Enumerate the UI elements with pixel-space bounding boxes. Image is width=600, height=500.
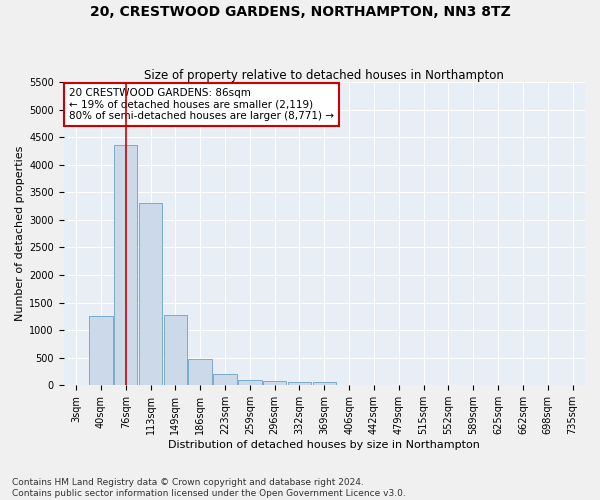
Bar (313, 382, 336, 385)
Bar (238, 380, 262, 385)
Bar (213, 374, 237, 385)
Bar (288, 382, 311, 385)
Bar (188, 359, 212, 385)
Bar (89, 316, 113, 385)
Text: Contains HM Land Registry data © Crown copyright and database right 2024.
Contai: Contains HM Land Registry data © Crown c… (12, 478, 406, 498)
Y-axis label: Number of detached properties: Number of detached properties (15, 146, 25, 322)
X-axis label: Distribution of detached houses by size in Northampton: Distribution of detached houses by size … (169, 440, 480, 450)
Text: 20 CRESTWOOD GARDENS: 86sqm
← 19% of detached houses are smaller (2,119)
80% of : 20 CRESTWOOD GARDENS: 86sqm ← 19% of det… (69, 88, 334, 122)
Bar (114, 146, 137, 385)
Bar (164, 314, 187, 385)
Text: 20, CRESTWOOD GARDENS, NORTHAMPTON, NN3 8TZ: 20, CRESTWOOD GARDENS, NORTHAMPTON, NN3 … (89, 5, 511, 19)
Bar (139, 204, 163, 385)
Bar (263, 381, 286, 385)
Title: Size of property relative to detached houses in Northampton: Size of property relative to detached ho… (145, 69, 504, 82)
